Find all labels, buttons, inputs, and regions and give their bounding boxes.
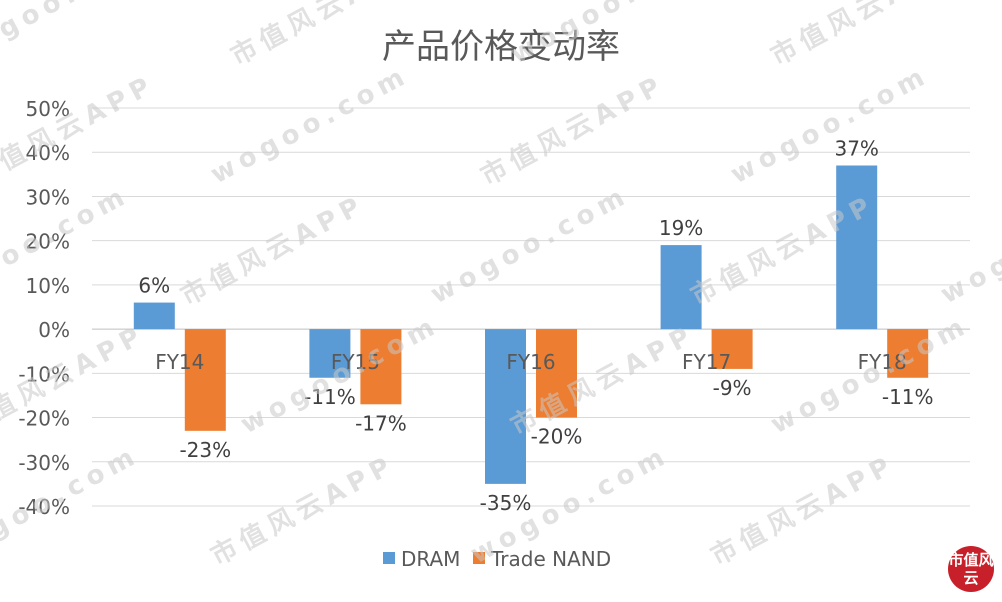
data-label: -20% xyxy=(531,425,583,449)
data-label: -23% xyxy=(179,438,231,462)
watermark-seal: 市值风云 xyxy=(948,546,994,592)
bars xyxy=(133,165,929,484)
y-tick-label: 0% xyxy=(38,318,70,342)
data-label: 37% xyxy=(834,136,878,160)
x-category-label: FY15 xyxy=(331,350,380,374)
legend: DRAM Trade NAND xyxy=(383,547,611,571)
data-label: -9% xyxy=(713,376,752,400)
data-label: -11% xyxy=(304,385,356,409)
y-tick-label: 50% xyxy=(26,97,70,121)
data-label: -35% xyxy=(480,491,532,515)
gridlines xyxy=(92,107,970,507)
legend-swatch xyxy=(473,552,485,564)
data-labels: 6%-23%-11%-17%-35%-20%19%-9%37%-11% xyxy=(138,136,933,514)
legend-label: Trade NAND xyxy=(490,547,611,571)
y-tick-label: -20% xyxy=(18,407,70,431)
y-tick-label: -30% xyxy=(18,451,70,475)
y-axis-ticks: 50% 40% 30% 20% 10% 0% -10% -20% -30% -40% xyxy=(18,97,70,519)
legend-label: DRAM xyxy=(401,547,460,571)
data-label: 6% xyxy=(138,274,170,298)
bar-trade-nand xyxy=(536,329,577,418)
bar-trade-nand xyxy=(887,329,929,378)
y-tick-label: -10% xyxy=(18,362,70,386)
y-tick-label: 20% xyxy=(26,230,70,254)
legend-swatch xyxy=(383,552,395,564)
y-tick-label: 30% xyxy=(26,185,70,209)
x-axis-categories: FY14 FY15 FY16 FY17 FY18 xyxy=(155,350,907,374)
x-category-label: FY14 xyxy=(155,350,204,374)
bar-dram xyxy=(485,329,526,484)
x-category-label: FY17 xyxy=(682,350,731,374)
data-label: 19% xyxy=(659,216,703,240)
bar-dram xyxy=(836,165,878,330)
chart-title: 产品价格变动率 xyxy=(382,27,620,67)
bar-dram xyxy=(309,329,351,378)
bar-dram xyxy=(133,302,175,330)
y-tick-label: 40% xyxy=(26,141,70,165)
data-label: -11% xyxy=(882,385,934,409)
x-category-label: FY16 xyxy=(506,350,555,374)
y-tick-label: -40% xyxy=(18,495,70,519)
bar-dram xyxy=(660,245,702,330)
bar-trade-nand xyxy=(184,329,226,431)
bar-trade-nand xyxy=(360,329,402,405)
data-label: -17% xyxy=(355,411,407,435)
x-category-label: FY18 xyxy=(858,350,907,374)
y-tick-label: 10% xyxy=(26,274,70,298)
bar-trade-nand xyxy=(711,329,753,369)
